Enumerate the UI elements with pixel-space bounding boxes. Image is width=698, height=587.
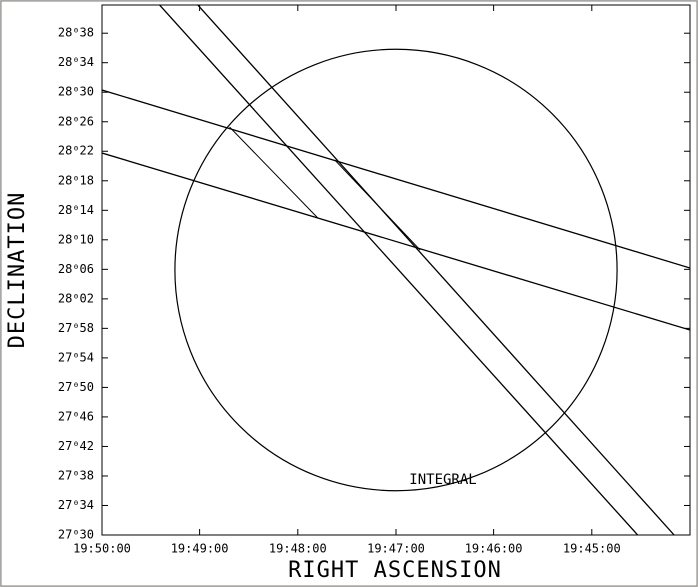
error-circle bbox=[174, 48, 618, 492]
y-tick-label: 27⁰46 bbox=[58, 409, 94, 423]
y-tick-label: 27⁰58 bbox=[58, 321, 94, 335]
y-tick-label: 27⁰42 bbox=[58, 439, 94, 453]
y-tick-label: 28⁰14 bbox=[58, 203, 94, 217]
y-tick-label: 28⁰22 bbox=[58, 144, 94, 158]
line bbox=[102, 152, 690, 331]
y-tick-label: 27⁰54 bbox=[58, 350, 94, 364]
line bbox=[334, 159, 421, 251]
y-tick-label: 28⁰30 bbox=[58, 85, 94, 99]
x-tick-label: 19:48:00 bbox=[269, 542, 327, 556]
y-axis-label: DECLINATION bbox=[5, 192, 30, 349]
line bbox=[229, 126, 319, 219]
circle-label: INTEGRAL bbox=[409, 472, 476, 488]
x-tick-label: 19:46:00 bbox=[465, 542, 523, 556]
x-tick-label: 19:45:00 bbox=[563, 542, 621, 556]
x-tick-label: 19:47:00 bbox=[367, 542, 425, 556]
y-tick-label: 28⁰34 bbox=[58, 55, 94, 69]
y-tick-label: 27⁰38 bbox=[58, 468, 94, 482]
y-tick-label: 27⁰30 bbox=[58, 528, 94, 542]
x-tick-label: 19:49:00 bbox=[171, 542, 229, 556]
y-tick-label: 28⁰02 bbox=[58, 291, 94, 305]
y-tick-label: 28⁰06 bbox=[58, 262, 94, 276]
x-tick-label: 19:50:00 bbox=[73, 542, 131, 556]
x-axis-label: RIGHT ASCENSION bbox=[288, 558, 502, 583]
line bbox=[197, 5, 675, 535]
line bbox=[102, 89, 690, 269]
y-tick-label: 27⁰50 bbox=[58, 380, 94, 394]
y-tick-label: 28⁰18 bbox=[58, 173, 94, 187]
y-tick-label: 28⁰38 bbox=[58, 26, 94, 40]
y-tick-label: 27⁰34 bbox=[58, 498, 94, 512]
y-tick-label: 28⁰10 bbox=[58, 232, 94, 246]
line bbox=[159, 5, 639, 535]
y-tick-label: 28⁰26 bbox=[58, 114, 94, 128]
